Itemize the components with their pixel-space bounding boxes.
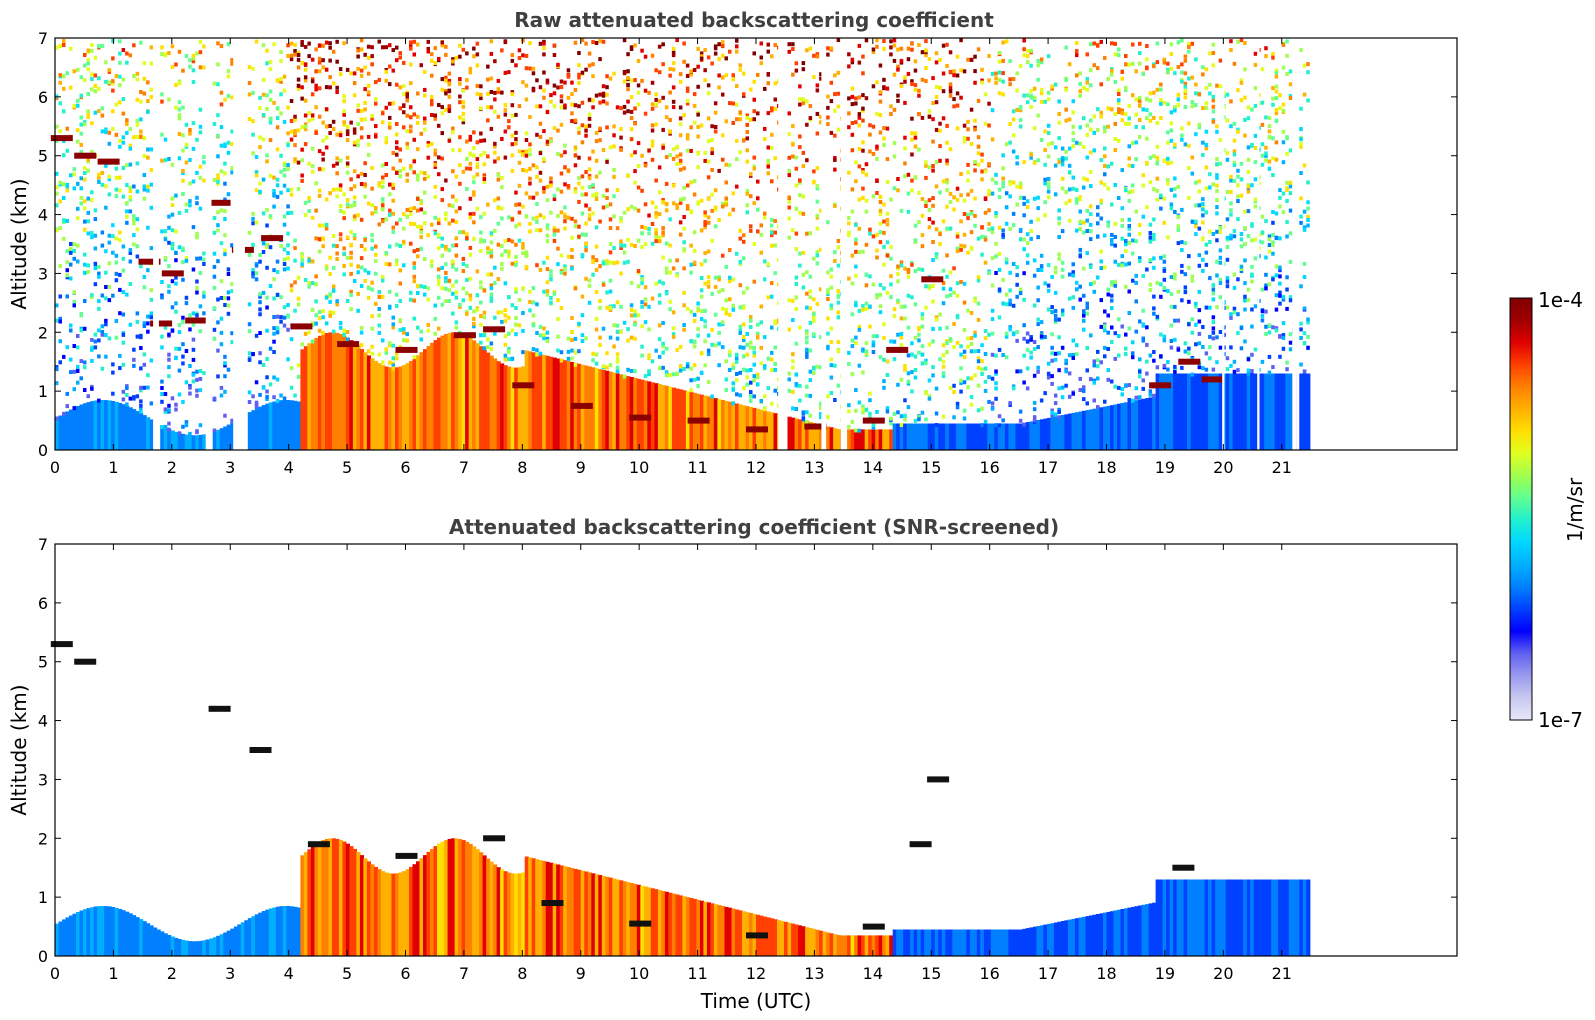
x-tick-label: 11 (687, 458, 707, 477)
x-tick-label: 12 (746, 964, 766, 983)
x-tick-label: 20 (1213, 458, 1233, 477)
x-tick-label: 1 (108, 964, 118, 983)
bottom-x-axis-label: Time (UTC) (700, 989, 812, 1013)
y-tick-label: 0 (38, 947, 48, 966)
x-tick-label: 19 (1155, 458, 1175, 477)
x-tick-label: 17 (1038, 964, 1058, 983)
y-tick-label: 4 (38, 206, 48, 225)
panel-top: Raw attenuated backscattering coefficien… (7, 8, 1458, 477)
y-tick-label: 1 (38, 888, 48, 907)
top-plot-area (50, 38, 1311, 450)
x-tick-label: 14 (863, 458, 883, 477)
x-tick-label: 4 (284, 458, 294, 477)
x-tick-label: 18 (1096, 964, 1116, 983)
x-tick-label: 0 (50, 458, 60, 477)
bottom-x-axis: 0 1 2 3 4 5 6 7 8 9 10 11 12 13 14 15 16 17 18 19 20 21 (50, 544, 1292, 983)
y-tick-label: 7 (38, 535, 48, 554)
x-tick-label: 1 (108, 458, 118, 477)
colorbar-unit-label: 1/m/sr (1563, 477, 1587, 542)
x-tick-label: 15 (921, 458, 941, 477)
colorbar-min-label: 1e-7 (1538, 708, 1583, 732)
x-tick-label: 10 (629, 458, 649, 477)
x-tick-label: 2 (167, 964, 177, 983)
x-tick-label: 7 (459, 964, 469, 983)
x-tick-label: 6 (400, 458, 410, 477)
x-tick-label: 12 (746, 458, 766, 477)
x-tick-label: 8 (517, 458, 527, 477)
x-tick-label: 17 (1038, 458, 1058, 477)
x-tick-label: 8 (517, 964, 527, 983)
x-tick-label: 13 (804, 458, 824, 477)
top-chart-title: Raw attenuated backscattering coefficien… (514, 8, 994, 32)
x-tick-label: 5 (342, 458, 352, 477)
x-tick-label: 2 (167, 458, 177, 477)
y-tick-label: 3 (38, 264, 48, 283)
colorbar: 1e-4 1e-7 1/m/sr (1509, 288, 1587, 732)
x-tick-label: 10 (629, 964, 649, 983)
y-tick-label: 3 (38, 770, 48, 789)
bottom-plot-area (50, 641, 1311, 956)
y-tick-label: 5 (38, 147, 48, 166)
x-tick-label: 9 (576, 964, 586, 983)
y-tick-label: 6 (38, 88, 48, 107)
x-tick-label: 4 (284, 964, 294, 983)
x-tick-label: 7 (459, 458, 469, 477)
x-tick-label: 9 (576, 458, 586, 477)
y-tick-label: 1 (38, 382, 48, 401)
y-tick-label: 2 (38, 829, 48, 848)
colorbar-gradient (1509, 297, 1533, 721)
colorbar-max-label: 1e-4 (1538, 288, 1583, 312)
panel-bottom: Attenuated backscattering coefficient (S… (7, 515, 1458, 1013)
x-tick-label: 15 (921, 964, 941, 983)
bottom-y-axis: 0 1 2 3 4 5 6 7 (38, 535, 1457, 966)
bottom-chart-title: Attenuated backscattering coefficient (S… (449, 515, 1059, 539)
x-tick-label: 5 (342, 964, 352, 983)
x-tick-label: 14 (863, 964, 883, 983)
y-tick-label: 4 (38, 712, 48, 731)
top-y-axis-label: Altitude (km) (7, 178, 31, 309)
x-tick-label: 3 (225, 458, 235, 477)
x-tick-label: 6 (400, 964, 410, 983)
x-tick-label: 19 (1155, 964, 1175, 983)
top-y-axis: 0 1 2 3 4 5 6 7 (38, 29, 1457, 460)
x-tick-label: 0 (50, 964, 60, 983)
x-tick-label: 13 (804, 964, 824, 983)
x-tick-label: 16 (979, 964, 999, 983)
x-tick-label: 16 (979, 458, 999, 477)
x-tick-label: 18 (1096, 458, 1116, 477)
y-tick-label: 6 (38, 594, 48, 613)
y-tick-label: 5 (38, 653, 48, 672)
bottom-y-axis-label: Altitude (km) (7, 684, 31, 815)
y-tick-label: 7 (38, 29, 48, 48)
x-tick-label: 11 (687, 964, 707, 983)
x-tick-label: 20 (1213, 964, 1233, 983)
y-tick-label: 2 (38, 323, 48, 342)
x-tick-label: 21 (1272, 458, 1292, 477)
y-tick-label: 0 (38, 441, 48, 460)
x-tick-label: 21 (1272, 964, 1292, 983)
x-tick-label: 3 (225, 964, 235, 983)
top-x-axis: 0 1 2 3 4 5 6 7 8 9 10 11 12 13 14 15 16 17 18 19 20 21 (50, 38, 1292, 477)
